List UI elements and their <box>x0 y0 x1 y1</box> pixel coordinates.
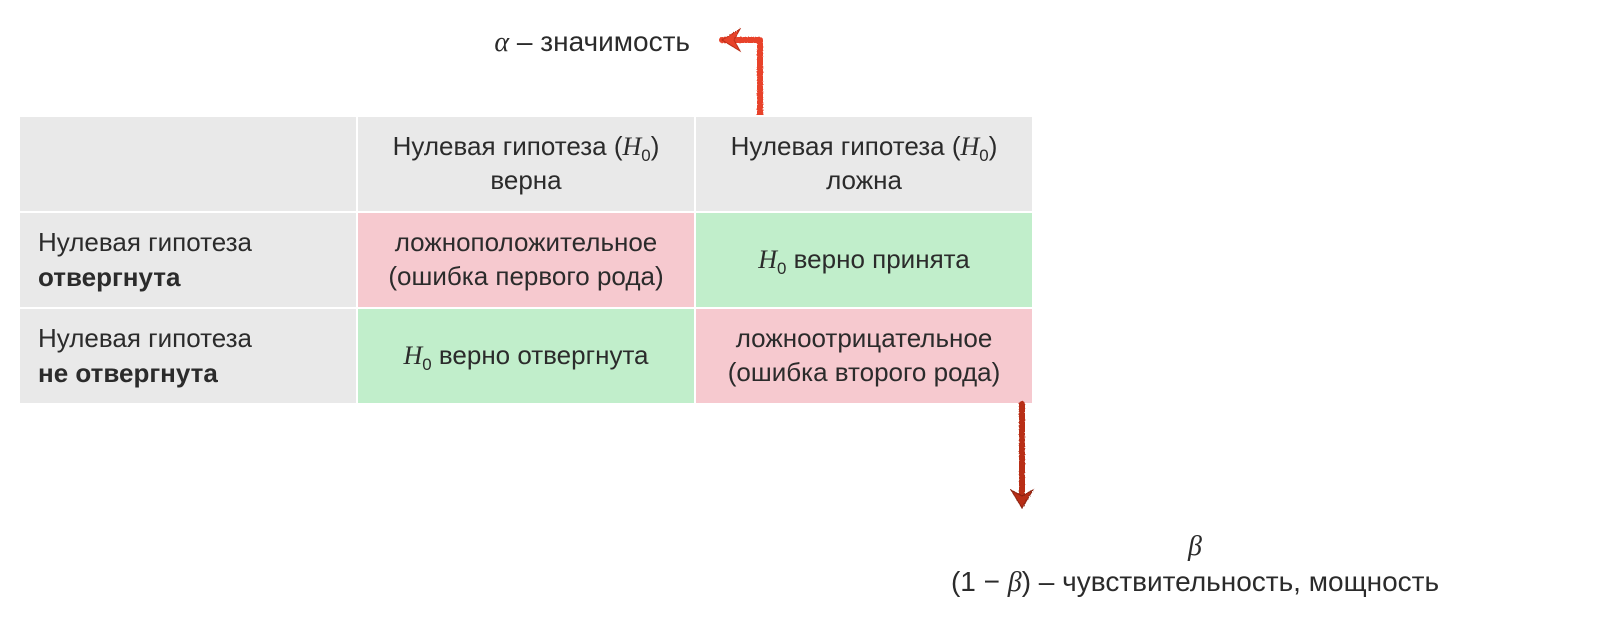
col-header-h0-false: Нулевая гипотеза (H0) ложна <box>695 116 1033 212</box>
diagram-stage: α – значимость Нулевая гипотеза (H0) вер… <box>0 0 1597 621</box>
alpha-symbol: α <box>494 27 509 58</box>
cell-correct-reject: H0 верно принята <box>695 212 1033 308</box>
beta-line2: (1 − β) – чувствительность, мощность <box>820 564 1570 600</box>
col-header-h0-true: Нулевая гипотеза (H0) верна <box>357 116 695 212</box>
cell-false-negative: ложноотрицательное (ошибка второго рода) <box>695 308 1033 404</box>
beta-line1: β <box>820 528 1570 564</box>
cell-false-positive: ложноположительное (ошибка первого рода) <box>357 212 695 308</box>
error-types-table: Нулевая гипотеза (H0) верна Нулевая гипо… <box>18 115 1034 405</box>
row-header-rejected: Нулевая гипотеза отвергнута <box>19 212 357 308</box>
alpha-label: α – значимость <box>430 26 690 59</box>
alpha-text: значимость <box>540 26 690 57</box>
beta-label: β (1 − β) – чувствительность, мощность <box>820 528 1570 600</box>
corner-blank <box>19 116 357 212</box>
row-header-not-rejected: Нулевая гипотеза не отвергнута <box>19 308 357 404</box>
cell-correct-accept: H0 верно отвергнута <box>357 308 695 404</box>
